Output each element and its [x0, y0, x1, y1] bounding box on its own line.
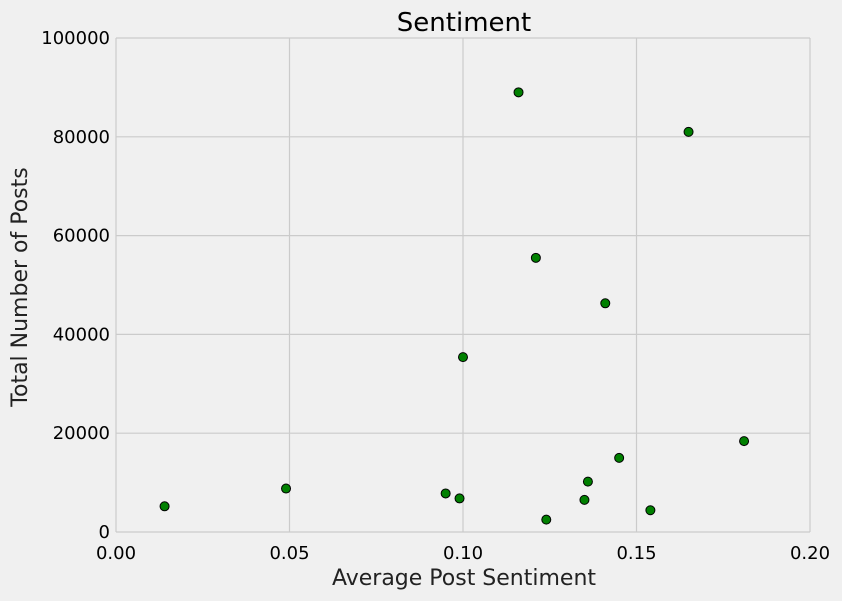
y-axis-label: Total Number of Posts	[8, 167, 33, 407]
data-point	[281, 483, 292, 494]
data-point	[513, 87, 524, 98]
data-point	[530, 252, 541, 263]
data-point	[645, 505, 656, 516]
y-tick-label: 100000	[41, 28, 110, 49]
data-point	[600, 298, 611, 309]
data-point	[454, 493, 465, 504]
data-point	[541, 514, 552, 525]
x-tick-label: 0.10	[443, 543, 483, 564]
chart-title: Sentiment	[397, 8, 531, 38]
data-point	[458, 352, 468, 363]
x-tick-label: 0.05	[269, 543, 309, 564]
x-axis-label: Average Post Sentiment	[332, 566, 596, 591]
y-tick-label: 0	[99, 522, 110, 543]
y-tick-label: 80000	[53, 127, 110, 148]
y-tick-label: 60000	[53, 226, 110, 247]
data-point	[683, 126, 694, 137]
data-point	[739, 436, 750, 447]
y-tick-label: 20000	[53, 423, 110, 444]
x-tick-label: 0.20	[790, 543, 830, 564]
data-point	[614, 452, 625, 463]
x-tick-labels: 0.00 0.05 0.10 0.15 0.20	[96, 543, 830, 564]
data-points	[159, 87, 750, 525]
data-point	[582, 476, 593, 487]
y-tick-labels: 0 20000 40000 60000 80000 100000	[41, 28, 110, 543]
data-point	[579, 494, 590, 505]
x-tick-label: 0.00	[96, 543, 136, 564]
y-tick-label: 40000	[53, 324, 110, 345]
grid-lines	[115, 37, 811, 533]
x-tick-label: 0.15	[616, 543, 656, 564]
data-point	[159, 501, 170, 512]
data-point	[440, 488, 451, 499]
